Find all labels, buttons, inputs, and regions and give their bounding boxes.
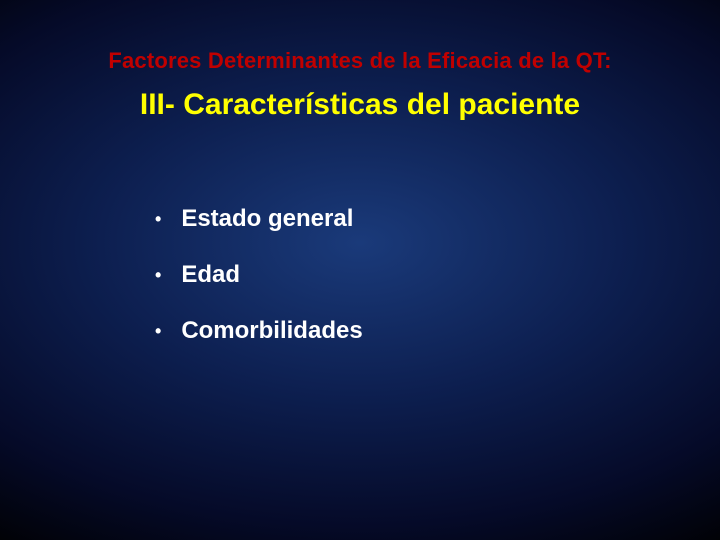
slide: Factores Determinantes de la Eficacia de… (0, 0, 720, 540)
bullet-text: Edad (181, 261, 240, 289)
bullet-text: Comorbilidades (181, 317, 362, 345)
bullet-icon: • (155, 205, 161, 233)
list-item: • Edad (155, 261, 363, 289)
bullet-icon: • (155, 317, 161, 345)
slide-subtitle: III- Características del paciente (0, 88, 720, 122)
list-item: • Comorbilidades (155, 317, 363, 345)
bullet-list: • Estado general • Edad • Comorbilidades (155, 205, 363, 373)
bullet-text: Estado general (181, 205, 353, 233)
slide-supertitle: Factores Determinantes de la Eficacia de… (0, 48, 720, 74)
list-item: • Estado general (155, 205, 363, 233)
bullet-icon: • (155, 261, 161, 289)
